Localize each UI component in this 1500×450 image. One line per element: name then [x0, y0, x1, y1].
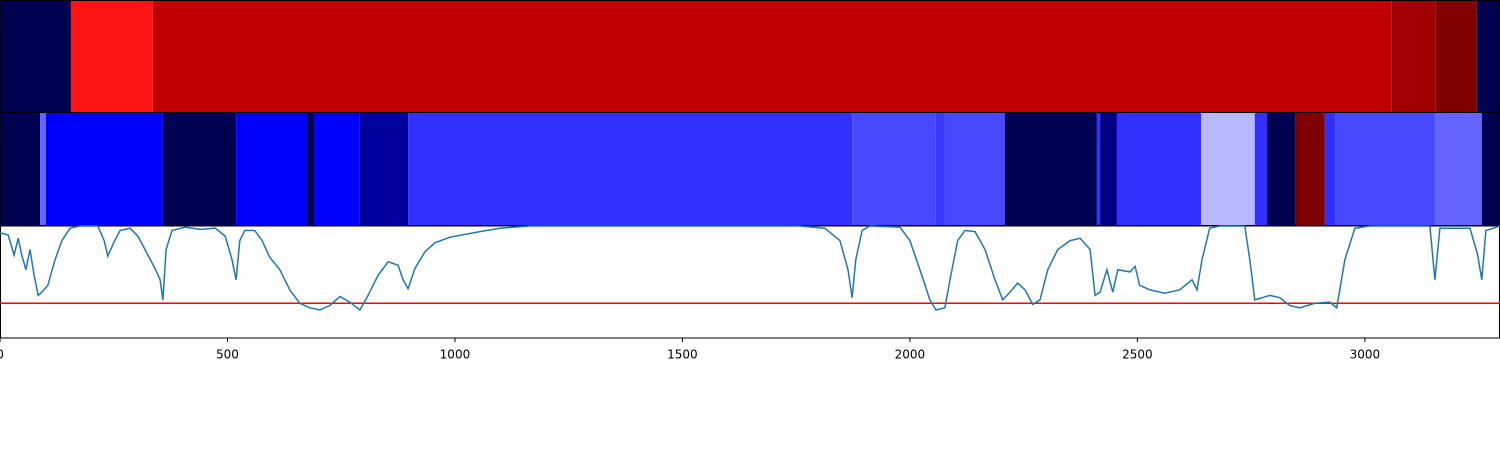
segment: [1100, 113, 1117, 225]
line: [0, 225, 1500, 312]
x-tick-label: 0: [0, 348, 4, 362]
segment: [40, 113, 46, 225]
segment: [852, 113, 936, 225]
segment: [1481, 113, 1500, 225]
x-tick-label: 1000: [440, 348, 471, 362]
segment: [1005, 113, 1097, 225]
segment: [45, 113, 163, 225]
segment: [162, 113, 237, 225]
x-tick-label: 500: [216, 348, 239, 362]
segment: [307, 113, 314, 225]
segment: [1324, 113, 1336, 225]
segment: [236, 113, 308, 225]
segment: [1476, 1, 1500, 112]
segment: [70, 1, 153, 112]
segment: [1391, 1, 1436, 112]
segment: [313, 113, 360, 225]
segment: [1096, 113, 1101, 225]
x-tick-label: 2500: [1122, 348, 1153, 362]
segment: [1267, 113, 1296, 225]
segment: [0, 113, 41, 225]
panel-frame: [0, 225, 1500, 339]
segment: [152, 1, 1392, 112]
segment: [1254, 113, 1268, 225]
segment: [1435, 1, 1477, 112]
segment: [1335, 113, 1435, 225]
x-tick-label: 3000: [1350, 348, 1381, 362]
segment: [408, 113, 853, 225]
segment: [935, 113, 945, 225]
segment: [1434, 113, 1482, 225]
segment: [0, 1, 71, 112]
segment: [1201, 113, 1255, 225]
segment: [944, 113, 1006, 225]
segment: [1295, 113, 1325, 225]
x-tick-label: 1500: [667, 348, 698, 362]
segment: [1116, 113, 1202, 225]
x-tick-label: 2000: [895, 348, 926, 362]
segment: [359, 113, 409, 225]
